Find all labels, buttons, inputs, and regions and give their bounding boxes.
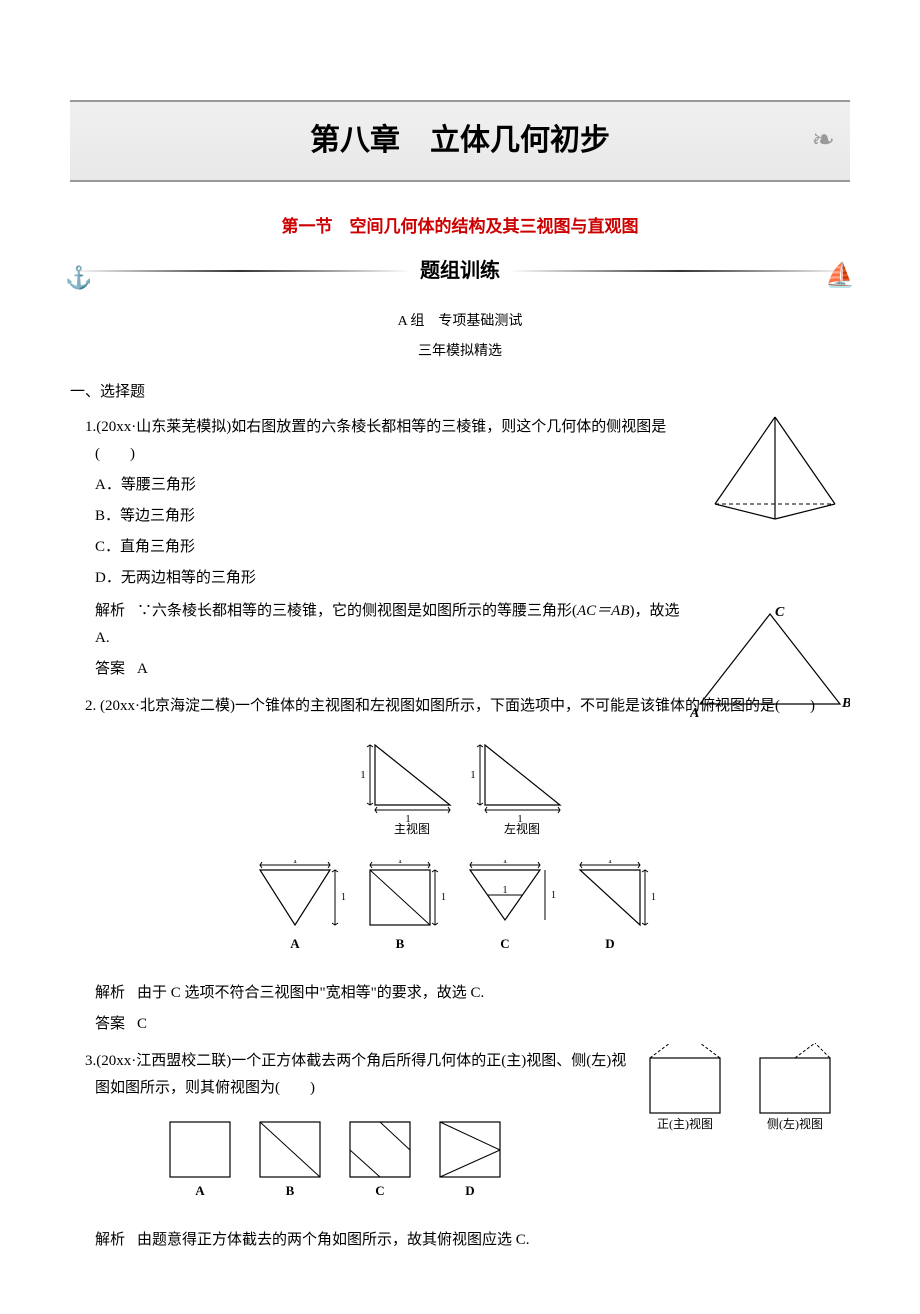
svg-text:1: 1	[608, 860, 613, 866]
answer-label: 答案	[95, 1011, 125, 1038]
chapter-header: 第八章 立体几何初步 ❧	[70, 100, 850, 182]
question-1: 1.(20xx·山东莱芜模拟)如右图放置的六条棱长都相等的三棱锥，则这个几何体的…	[70, 414, 850, 683]
svg-text:1: 1	[341, 892, 346, 903]
question-2: 2. (20xx·北京海淀二模)一个锥体的主视图和左视图如图所示，下面选项中，不…	[70, 693, 850, 1038]
q2-views-figure: 1 1 主视图 1 1 左视图	[70, 735, 850, 845]
svg-text:1: 1	[360, 769, 366, 781]
svg-text:B: B	[286, 1183, 295, 1198]
q1-analysis-text: ∵六条棱长都相等的三棱锥，它的侧视图是如图所示的等腰三角形(	[137, 603, 577, 619]
q1-opt-d: D．无两边相等的三角形	[95, 565, 850, 592]
svg-text:D: D	[465, 1183, 474, 1198]
svg-text:1: 1	[293, 860, 298, 866]
q2-answer: 答案 C	[70, 1011, 850, 1038]
sub-label: 三年模拟精选	[70, 339, 850, 364]
svg-text:1: 1	[441, 892, 446, 903]
q1-figure-tetrahedron	[700, 409, 850, 534]
q2-main-left-views-icon: 1 1 主视图 1 1 左视图	[330, 735, 590, 835]
q2-source: (20xx·北京海淀二模)	[96, 698, 235, 714]
q3-views-figure: 正(主)视图 侧(左)视图	[640, 1043, 850, 1143]
q1-source: (20xx·山东莱芜模拟)	[96, 419, 231, 435]
question-3: 3.(20xx·江西盟校二联)一个正方体截去两个角后所得几何体的正(主)视图、侧…	[70, 1048, 850, 1254]
svg-text:D: D	[605, 936, 614, 951]
svg-text:C: C	[375, 1183, 384, 1198]
q2-options-icon: 1 1 A 1 1 B 1 1 1	[240, 860, 680, 955]
svg-text:1: 1	[551, 890, 556, 901]
q2-analysis-text: 由于 C 选项不符合三视图中"宽相等"的要求，故选 C.	[137, 985, 484, 1001]
q3-num: 3.	[85, 1053, 96, 1069]
chapter-title: 第八章 立体几何初步	[310, 124, 610, 157]
answer-label: 答案	[95, 656, 125, 683]
q2-options-figure: 1 1 A 1 1 B 1 1 1	[70, 860, 850, 965]
section-heading: 一、选择题	[70, 379, 850, 406]
left-view-label: 左视图	[504, 821, 540, 835]
q2-num: 2.	[85, 698, 96, 714]
svg-text:1: 1	[503, 885, 508, 896]
group-label: A 组 专项基础测试	[70, 309, 850, 334]
svg-text:侧(左)视图: 侧(左)视图	[767, 1116, 823, 1131]
tetrahedron-icon	[700, 409, 850, 524]
svg-text:A: A	[290, 936, 300, 951]
q3-analysis-text: 由题意得正方体截去的两个角如图所示，故其俯视图应选 C.	[137, 1232, 530, 1248]
q1-opt-c: C．直角三角形	[95, 534, 850, 561]
q2-text: 2. (20xx·北京海淀二模)一个锥体的主视图和左视图如图所示，下面选项中，不…	[70, 693, 850, 720]
analysis-label: 解析	[95, 598, 125, 625]
sailboat-icon	[510, 270, 850, 272]
practice-label: 题组训练	[420, 253, 500, 289]
svg-text:B: B	[396, 936, 405, 951]
svg-text:1: 1	[398, 860, 403, 866]
q2-answer-val: C	[137, 1016, 147, 1032]
analysis-label: 解析	[95, 1227, 125, 1254]
svg-text:1: 1	[503, 860, 508, 866]
q3-source: (20xx·江西盟校二联)	[96, 1053, 231, 1069]
anchor-icon	[70, 270, 410, 272]
q1-eq: AC＝AB	[577, 603, 630, 619]
practice-banner: 题组训练	[70, 253, 850, 289]
q3-views-icon: 正(主)视图 侧(左)视图	[640, 1043, 850, 1133]
svg-text:A: A	[195, 1183, 205, 1198]
q3-options-icon: A B C D	[160, 1117, 560, 1202]
q2-body: 一个锥体的主视图和左视图如图所示，下面选项中，不可能是该锥体的俯视图的是( )	[235, 698, 815, 714]
q1-num: 1.	[85, 419, 96, 435]
section-title: 第一节 空间几何体的结构及其三视图与直观图	[70, 212, 850, 243]
svg-text:正(主)视图: 正(主)视图	[657, 1116, 713, 1131]
main-view-label: 主视图	[394, 821, 430, 835]
q2-analysis: 解析由于 C 选项不符合三视图中"宽相等"的要求，故选 C.	[70, 980, 850, 1007]
svg-text:1: 1	[651, 892, 656, 903]
svg-text:1: 1	[470, 769, 476, 781]
q3-analysis: 解析由题意得正方体截去的两个角如图所示，故其俯视图应选 C.	[70, 1227, 850, 1254]
leaf-decoration-icon: ❧	[812, 116, 835, 166]
svg-text:C: C	[500, 936, 509, 951]
svg-text:C: C	[775, 605, 785, 620]
analysis-label: 解析	[95, 980, 125, 1007]
q1-answer-val: A	[137, 661, 148, 677]
